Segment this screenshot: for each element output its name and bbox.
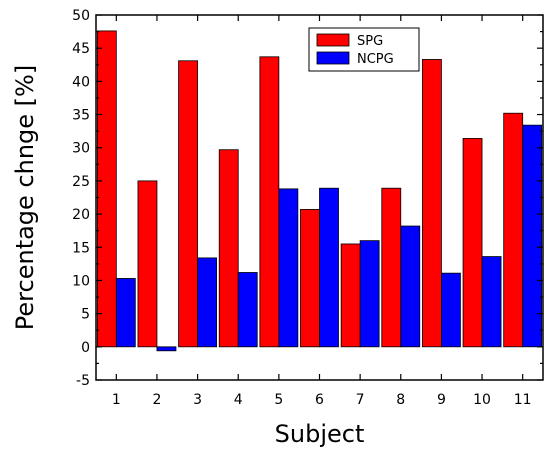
bar-ncpg-subject-6 bbox=[319, 187, 339, 348]
bar-ncpg-subject-9 bbox=[441, 272, 461, 348]
x-tick-label-8: 8 bbox=[396, 392, 405, 408]
legend-label-spg: SPG bbox=[357, 34, 383, 49]
x-tick-label-4: 4 bbox=[234, 392, 243, 408]
bar-spg-subject-11 bbox=[503, 112, 524, 348]
legend-swatch-spg bbox=[316, 33, 350, 47]
bar-spg-subject-5 bbox=[259, 56, 280, 348]
y-tick-label--5: -5 bbox=[76, 373, 90, 389]
y-tick-label-15: 15 bbox=[72, 240, 90, 256]
y-tick-label-0: 0 bbox=[81, 340, 90, 356]
x-tick-label-3: 3 bbox=[193, 392, 202, 408]
bar-spg-subject-6 bbox=[300, 209, 320, 348]
bar-ncpg-subject-1 bbox=[115, 278, 136, 348]
x-tick-label-10: 10 bbox=[473, 392, 491, 408]
bar-spg-subject-8 bbox=[381, 187, 402, 348]
plot-frame bbox=[95, 14, 544, 381]
x-tick-label-2: 2 bbox=[152, 392, 161, 408]
bar-ncpg-subject-5 bbox=[278, 188, 299, 348]
y-axis-title: Percentage chnge [%] bbox=[11, 65, 39, 330]
legend-swatch-ncpg bbox=[316, 51, 350, 65]
y-tick-label-40: 40 bbox=[72, 74, 90, 90]
bar-ncpg-subject-10 bbox=[481, 256, 502, 348]
y-tick-label-5: 5 bbox=[81, 307, 90, 323]
y-tick-label-50: 50 bbox=[72, 8, 90, 24]
x-tick-label-5: 5 bbox=[274, 392, 283, 408]
bar-ncpg-subject-8 bbox=[400, 225, 421, 348]
y-tick-label-30: 30 bbox=[72, 141, 90, 157]
y-tick-label-45: 45 bbox=[72, 41, 90, 57]
legend: SPG NCPG bbox=[308, 27, 420, 72]
bar-spg-subject-2 bbox=[137, 180, 158, 348]
bar-ncpg-subject-3 bbox=[197, 257, 217, 348]
x-axis-title: Subject bbox=[275, 420, 365, 448]
y-tick-label-10: 10 bbox=[72, 273, 90, 289]
bar-spg-subject-7 bbox=[340, 243, 361, 348]
x-tick-label-6: 6 bbox=[315, 392, 324, 408]
bar-ncpg-subject-4 bbox=[237, 272, 258, 348]
y-tick-label-25: 25 bbox=[72, 174, 90, 190]
bar-ncpg-subject-7 bbox=[359, 240, 380, 348]
bars-group bbox=[96, 30, 543, 352]
legend-label-ncpg: NCPG bbox=[357, 52, 394, 67]
y-tick-label-20: 20 bbox=[72, 207, 90, 223]
bar-spg-subject-3 bbox=[178, 60, 198, 348]
x-tick-label-1: 1 bbox=[112, 392, 121, 408]
x-tick-label-9: 9 bbox=[437, 392, 446, 408]
bar-spg-subject-1 bbox=[96, 30, 117, 348]
bar-ncpg-subject-2 bbox=[156, 346, 177, 352]
x-tick-label-11: 11 bbox=[514, 392, 532, 408]
y-tick-label-35: 35 bbox=[72, 108, 90, 124]
x-tick-label-7: 7 bbox=[356, 392, 365, 408]
bar-spg-subject-9 bbox=[422, 59, 442, 348]
bar-ncpg-subject-11 bbox=[522, 124, 543, 348]
bar-spg-subject-10 bbox=[462, 138, 483, 348]
bar-spg-subject-4 bbox=[218, 149, 239, 348]
